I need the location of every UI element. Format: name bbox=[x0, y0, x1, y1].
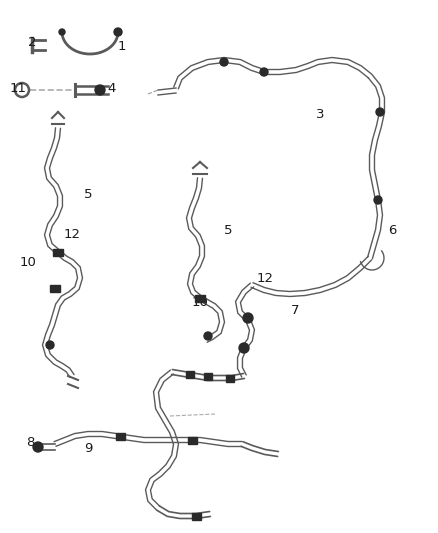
Circle shape bbox=[33, 442, 43, 452]
Text: 5: 5 bbox=[84, 189, 92, 201]
Text: 1: 1 bbox=[118, 41, 126, 53]
Text: 7: 7 bbox=[291, 303, 299, 317]
Circle shape bbox=[95, 85, 105, 95]
Text: 11: 11 bbox=[10, 82, 27, 94]
Bar bbox=[53, 248, 63, 255]
Text: 12: 12 bbox=[64, 229, 81, 241]
Text: 4: 4 bbox=[108, 82, 116, 94]
Text: 6: 6 bbox=[388, 223, 396, 237]
Circle shape bbox=[46, 341, 54, 349]
Circle shape bbox=[59, 29, 65, 35]
Text: 8: 8 bbox=[26, 435, 34, 448]
Circle shape bbox=[376, 108, 384, 116]
Circle shape bbox=[239, 343, 249, 353]
Bar bbox=[50, 285, 60, 292]
Circle shape bbox=[260, 68, 268, 76]
Bar bbox=[204, 373, 212, 379]
Circle shape bbox=[114, 28, 122, 36]
Circle shape bbox=[220, 58, 228, 66]
Text: 10: 10 bbox=[191, 295, 208, 309]
Text: 2: 2 bbox=[28, 36, 36, 49]
Bar bbox=[116, 432, 124, 440]
Bar bbox=[187, 437, 197, 443]
Text: 9: 9 bbox=[84, 441, 92, 455]
Text: 10: 10 bbox=[20, 255, 36, 269]
Circle shape bbox=[374, 196, 382, 204]
Bar bbox=[195, 295, 205, 302]
Bar bbox=[226, 375, 234, 382]
Text: 3: 3 bbox=[316, 109, 324, 122]
Bar bbox=[191, 513, 201, 520]
Circle shape bbox=[204, 332, 212, 340]
Text: 5: 5 bbox=[224, 223, 232, 237]
Bar bbox=[186, 370, 194, 377]
Text: 12: 12 bbox=[257, 271, 273, 285]
Circle shape bbox=[243, 313, 253, 323]
